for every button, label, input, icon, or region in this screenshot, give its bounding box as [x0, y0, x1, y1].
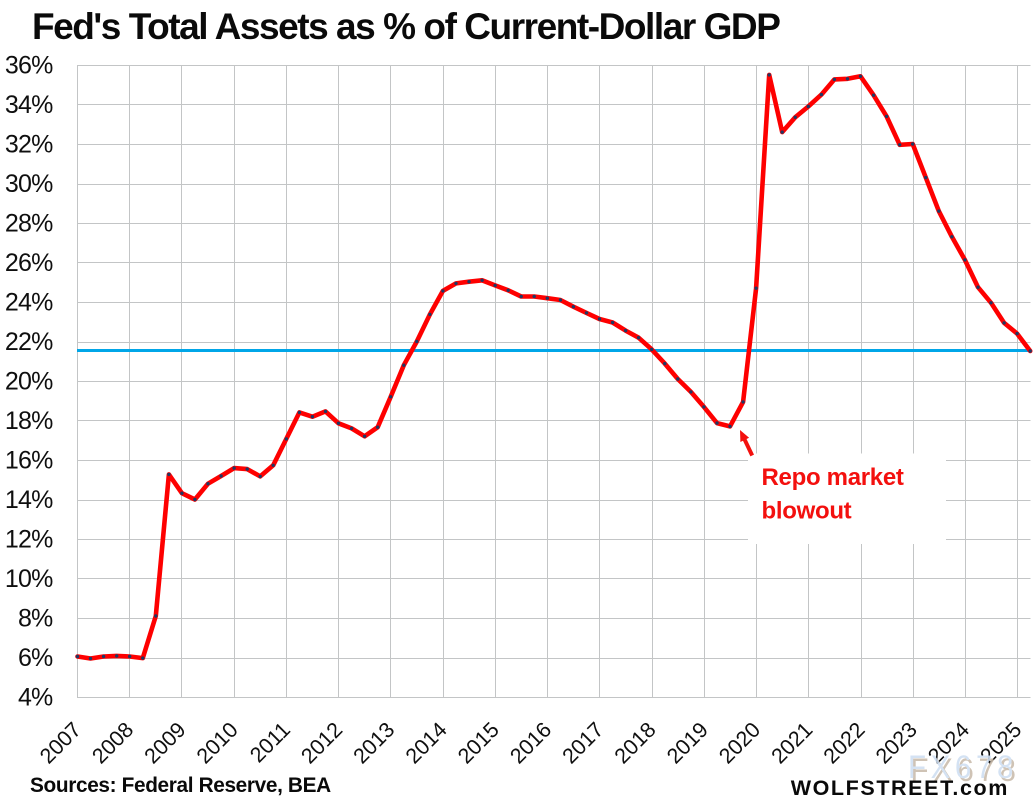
svg-text:32%: 32%: [5, 130, 53, 158]
svg-text:14%: 14%: [5, 486, 53, 514]
svg-text:28%: 28%: [5, 209, 53, 237]
svg-text:22%: 22%: [5, 328, 53, 356]
svg-text:blowout: blowout: [762, 497, 852, 524]
svg-text:FX678: FX678: [911, 752, 1021, 788]
svg-text:WOLFSTREET.com: WOLFSTREET.com: [791, 776, 1009, 800]
svg-text:10%: 10%: [5, 565, 53, 593]
svg-text:16%: 16%: [5, 446, 53, 474]
svg-text:20%: 20%: [5, 367, 53, 395]
svg-text:FX678: FX678: [908, 749, 1018, 785]
svg-text:34%: 34%: [5, 91, 53, 119]
svg-text:Fed's Total Assets as % of Cur: Fed's Total Assets as % of Current-Dolla…: [32, 6, 780, 47]
svg-text:36%: 36%: [5, 51, 53, 79]
svg-text:8%: 8%: [18, 604, 53, 632]
svg-text:26%: 26%: [5, 249, 53, 277]
svg-text:4%: 4%: [18, 683, 53, 711]
svg-text:12%: 12%: [5, 525, 53, 553]
svg-text:24%: 24%: [5, 288, 53, 316]
svg-text:Repo market: Repo market: [762, 464, 904, 491]
svg-text:Sources: Federal Reserve, BEA: Sources: Federal Reserve, BEA: [30, 774, 331, 797]
svg-text:6%: 6%: [18, 644, 53, 672]
svg-text:18%: 18%: [5, 407, 53, 435]
svg-text:30%: 30%: [5, 170, 53, 198]
